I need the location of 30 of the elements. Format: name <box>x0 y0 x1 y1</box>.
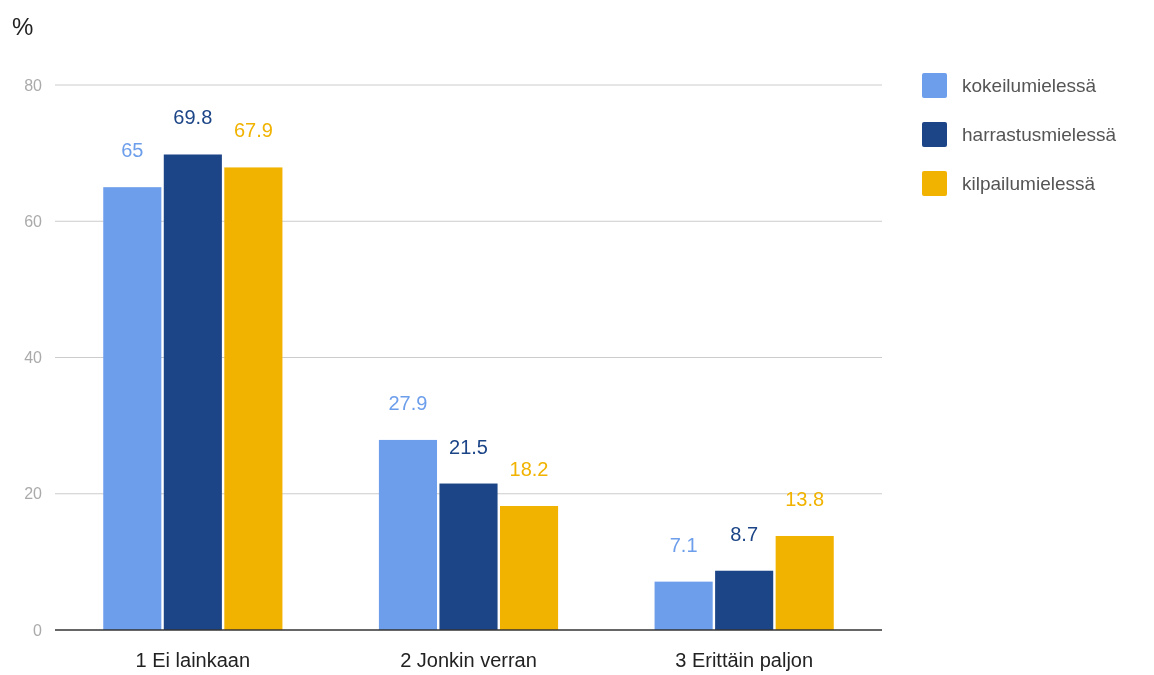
data-label: 67.9 <box>233 119 273 142</box>
bar <box>163 154 222 630</box>
bar <box>224 167 283 630</box>
legend-label: kilpailumielessä <box>962 172 1096 194</box>
data-label: 65 <box>121 139 144 162</box>
data-label: 8.7 <box>730 522 759 545</box>
bar <box>103 187 162 630</box>
data-label: 27.9 <box>388 391 428 414</box>
legend-label: kokeilumielessä <box>962 74 1097 96</box>
y-tick-label: 80 <box>24 76 43 94</box>
y-tick-label: 60 <box>24 212 43 230</box>
data-label: 13.8 <box>785 487 825 510</box>
y-tick-label: 20 <box>24 485 43 503</box>
y-tick-label: 0 <box>33 621 43 639</box>
legend-label: harrastusmielessä <box>962 123 1117 145</box>
data-label: 18.2 <box>509 458 549 481</box>
y-axis-title: % <box>12 13 34 40</box>
bar <box>439 483 498 630</box>
data-label: 21.5 <box>449 435 488 458</box>
x-tick-label: 3 Erittäin paljon <box>675 649 814 671</box>
y-tick-label: 40 <box>24 349 43 367</box>
bar <box>378 439 438 630</box>
bar <box>715 570 774 630</box>
x-tick-label: 2 Jonkin verran <box>400 649 537 671</box>
bar <box>499 506 559 630</box>
bar <box>775 535 834 630</box>
data-label: 69.8 <box>173 106 213 129</box>
x-tick-label: 1 Ei lainkaan <box>135 649 251 671</box>
data-label: 7.1 <box>669 533 698 556</box>
bar <box>654 581 713 630</box>
